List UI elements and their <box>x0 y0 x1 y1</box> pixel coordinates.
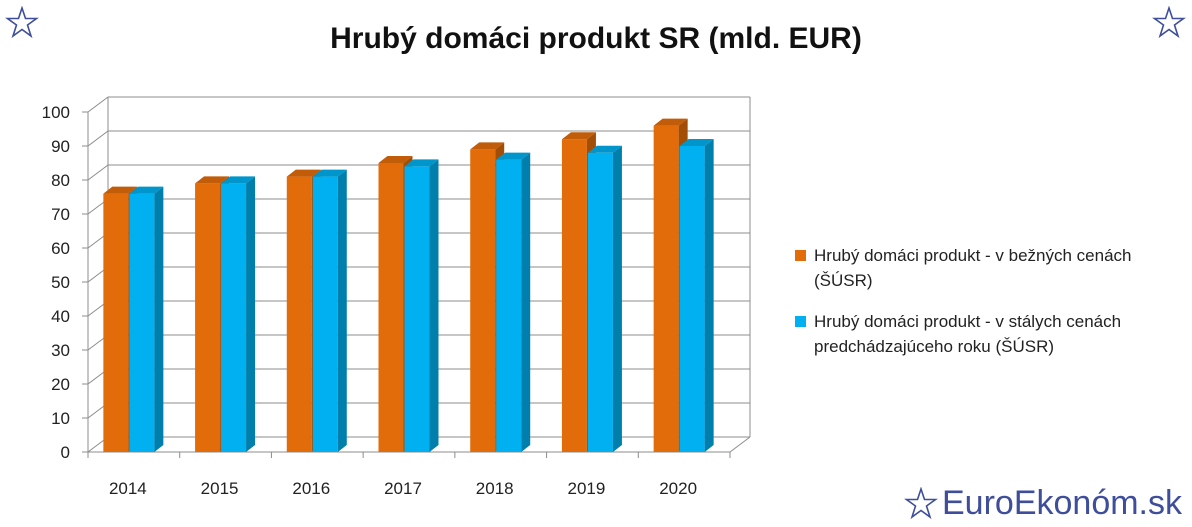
bar-2-2015 <box>221 183 247 452</box>
y-tick-label: 90 <box>51 137 70 156</box>
bar-side-2-2019 <box>612 145 622 453</box>
bar-top-1-2018 <box>470 142 505 150</box>
legend-label-series-1: Hrubý domáci produkt - v bežných cenách … <box>814 246 1132 290</box>
bar-1-2017 <box>378 163 404 452</box>
legend-item-series-2: Hrubý domáci produkt - v stálych cenách … <box>795 309 1165 359</box>
bar-top-1-2020 <box>653 118 688 126</box>
bar-1-2019 <box>561 139 587 452</box>
legend-label-series-2: Hrubý domáci produkt - v stálych cenách … <box>814 312 1122 356</box>
y-tick-label: 40 <box>51 307 70 326</box>
bar-1-2014 <box>103 193 129 452</box>
bar-2-2014 <box>129 193 155 452</box>
x-tick-label: 2018 <box>476 479 514 498</box>
bar-top-1-2017 <box>378 156 413 163</box>
bar-2-2016 <box>312 176 338 452</box>
gridline-connector <box>87 96 109 113</box>
bar-top-1-2015 <box>195 176 230 184</box>
x-tick-label: 2016 <box>292 479 330 498</box>
bar-top-2-2015 <box>221 176 256 184</box>
bar-2-2018 <box>496 159 522 452</box>
y-tick-label: 60 <box>51 239 70 258</box>
bar-2-2019 <box>587 152 613 453</box>
bar-top-2-2017 <box>404 159 439 167</box>
x-tick-label: 2017 <box>384 479 422 498</box>
bar-side-2-2017 <box>429 159 439 452</box>
chart-title: Hrubý domáci produkt SR (mld. EUR) <box>330 22 862 55</box>
bar-side-2-2015 <box>246 176 256 452</box>
bar-side-2-2016 <box>337 169 347 452</box>
star-outline-icon <box>904 486 938 519</box>
bar-2-2017 <box>404 166 430 452</box>
legend-swatch-series-2 <box>795 316 806 327</box>
bar-top-1-2016 <box>286 169 321 177</box>
bar-1-2015 <box>195 183 221 452</box>
bar-1-2016 <box>286 176 312 452</box>
bar-side-2-2014 <box>154 186 164 452</box>
brand-text: EuroEkonóm.sk <box>942 484 1182 522</box>
y-tick-label: 30 <box>51 341 70 360</box>
bar-1-2018 <box>470 149 496 452</box>
bar-1-2020 <box>653 125 679 452</box>
bar-top-1-2019 <box>561 132 596 140</box>
x-tick-label: 2015 <box>201 479 239 498</box>
y-tick-label: 80 <box>51 171 70 190</box>
y-tick-label: 70 <box>51 205 70 224</box>
chart-legend: Hrubý domáci produkt - v bežných cenách … <box>795 243 1165 375</box>
bar-top-2-2020 <box>679 139 714 146</box>
y-tick-label: 10 <box>51 409 70 428</box>
bar-top-2-2018 <box>496 152 531 160</box>
gridline-connector <box>87 130 109 147</box>
brand-logo: EuroEkonóm.sk <box>904 484 1182 523</box>
legend-swatch-series-1 <box>795 250 806 261</box>
bar-top-2-2016 <box>312 169 347 177</box>
bar-2-2020 <box>679 146 705 452</box>
bar-top-2-2014 <box>129 186 164 194</box>
x-tick-label: 2020 <box>659 479 697 498</box>
y-tick-label: 50 <box>51 273 70 292</box>
x-tick-label: 2014 <box>109 479 147 498</box>
x-tick-label: 2019 <box>568 479 606 498</box>
y-tick-label: 0 <box>61 443 70 462</box>
gridline-connector <box>87 164 109 181</box>
bar-top-1-2014 <box>103 186 138 194</box>
bar-side-2-2018 <box>521 152 531 452</box>
legend-item-series-1: Hrubý domáci produkt - v bežných cenách … <box>795 243 1165 293</box>
y-tick-label: 100 <box>42 103 70 122</box>
corner-star-icon-left <box>5 6 39 39</box>
bar-top-2-2019 <box>587 145 622 153</box>
y-tick-label: 20 <box>51 375 70 394</box>
bar-side-2-2020 <box>704 139 714 452</box>
corner-star-icon-right <box>1152 6 1186 39</box>
floor-edge <box>729 436 751 453</box>
